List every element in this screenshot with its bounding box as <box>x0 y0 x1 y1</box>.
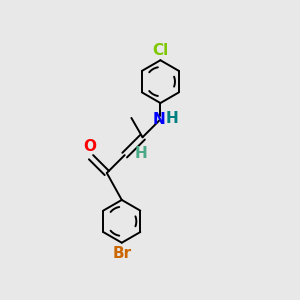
Text: H: H <box>134 146 147 161</box>
Text: O: O <box>83 139 96 154</box>
Text: H: H <box>165 111 178 126</box>
Text: N: N <box>153 112 166 127</box>
Text: Br: Br <box>112 246 131 261</box>
Text: Cl: Cl <box>152 43 169 58</box>
